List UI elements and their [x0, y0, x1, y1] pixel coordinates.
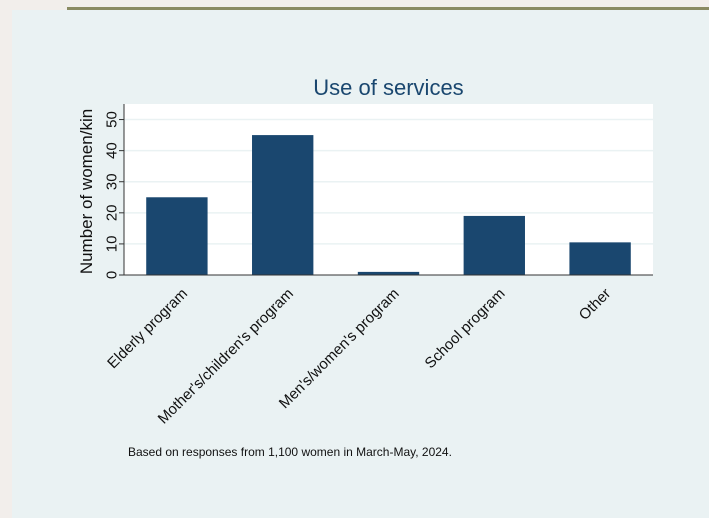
bar — [463, 215, 525, 275]
y-tick-labels: 0 10 20 30 40 50 — [104, 111, 121, 279]
chart-title: Use of services — [313, 75, 463, 100]
bar — [146, 197, 208, 275]
y-tick-label: 50 — [104, 111, 121, 128]
x-tick-label: Elderly program — [104, 285, 191, 372]
axes — [119, 104, 653, 276]
y-tick-label: 0 — [104, 271, 121, 279]
chart-note: Based on responses from 1,100 women in M… — [128, 445, 452, 459]
top-accent-rule — [67, 7, 709, 10]
y-tick-label: 20 — [104, 204, 121, 221]
x-tick-label: Other — [576, 285, 615, 324]
bar — [569, 242, 631, 275]
y-axis-label: Number of women/kin — [77, 109, 96, 274]
bars — [146, 135, 631, 275]
y-tick-label: 40 — [104, 142, 121, 159]
bar — [252, 135, 314, 275]
gridlines — [124, 118, 653, 245]
x-tick-label: School program — [422, 285, 509, 372]
y-tick-label: 30 — [104, 173, 121, 190]
y-tick-label: 10 — [104, 236, 121, 253]
x-tick-label: Men's/women's program — [276, 285, 403, 412]
plot-area — [124, 104, 653, 275]
bar — [357, 271, 420, 275]
